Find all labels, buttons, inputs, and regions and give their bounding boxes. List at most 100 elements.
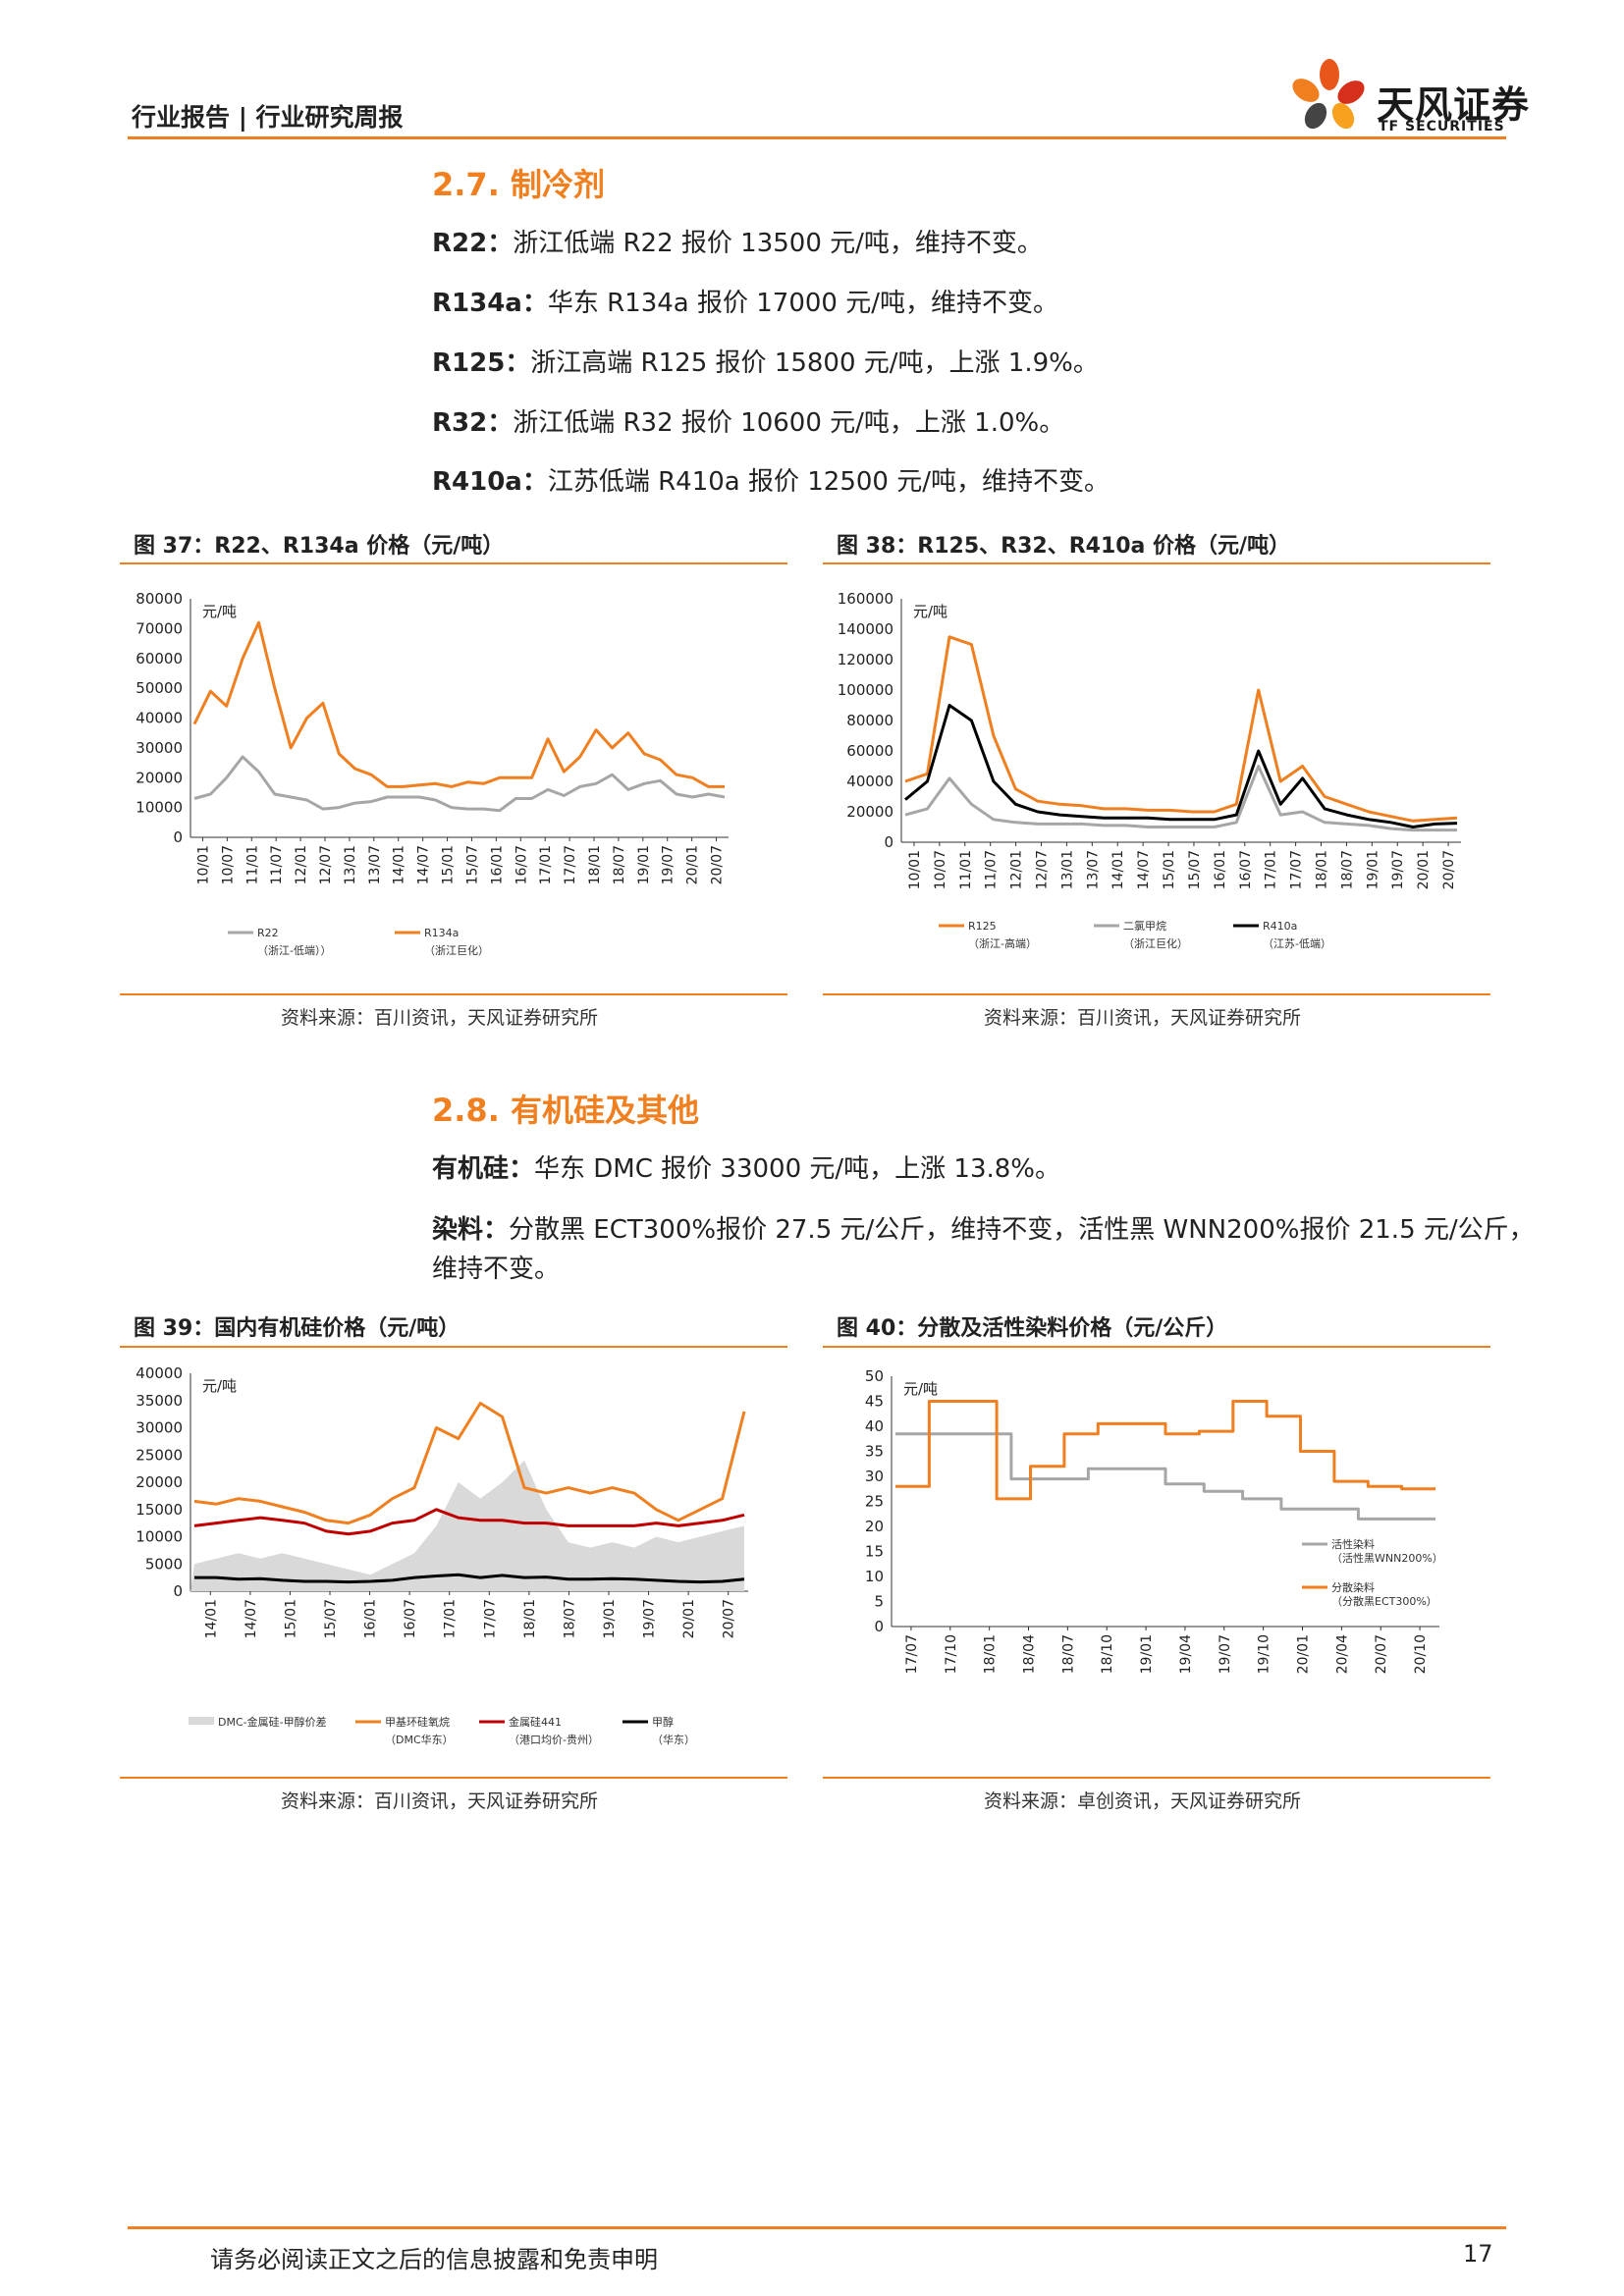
y-tick-label: 0: [874, 1618, 884, 1635]
footer-divider: [128, 2226, 1506, 2229]
x-tick-label: 10/01: [195, 845, 211, 884]
x-tick-label: 11/07: [984, 850, 1000, 889]
figure-40-rule: [823, 1346, 1490, 1348]
x-tick-label: 20/07: [710, 845, 726, 884]
legend-sublabel: （江苏-低端）: [1263, 937, 1331, 950]
x-tick-label: 13/01: [1059, 850, 1075, 889]
y-tick-label: 0: [173, 1582, 183, 1600]
series-line: [895, 1400, 1435, 1501]
y-tick-label: 20000: [135, 1473, 183, 1491]
paragraph-dyes-cont: 维持不变。: [432, 1255, 561, 1284]
legend-label: R22: [257, 927, 279, 939]
y-tick-label: 0: [884, 833, 893, 851]
x-tick-label: 19/07: [1390, 850, 1406, 889]
section-title-refrigerant: 2.7. 制冷剂: [432, 166, 605, 203]
x-tick-label: 19/01: [1365, 850, 1380, 889]
legend-label: 活性染料: [1331, 1537, 1375, 1551]
figure-40-source: 资料来源：卓创资讯，天风证券研究所: [984, 1790, 1302, 1812]
legend-swatch: [189, 1717, 214, 1725]
series-line: [193, 1402, 746, 1525]
y-tick-label: 60000: [135, 650, 183, 667]
x-tick-label: 18/01: [1315, 850, 1330, 889]
series-line: [193, 755, 726, 813]
x-tick-label: 15/01: [1162, 850, 1177, 889]
figure-39-title: 图 39：国内有机硅价格（元/吨）: [134, 1316, 460, 1341]
paragraph-silicone: 有机硅：华东 DMC 报价 33000 元/吨，上涨 13.8%。: [432, 1149, 1060, 1189]
section-title-silicone: 2.8. 有机硅及其他: [432, 1092, 699, 1129]
x-tick-label: 12/01: [1009, 850, 1025, 889]
legend-label: 甲醇: [652, 1715, 674, 1729]
series-line: [904, 704, 1458, 828]
figure-40-title: 图 40：分散及活性染料价格（元/公斤）: [837, 1316, 1228, 1341]
x-tick-label: 10/07: [933, 850, 948, 889]
x-tick-label: 15/07: [1187, 850, 1203, 889]
paragraph-r134a: R134a：华东 R134a 报价 17000 元/吨，维持不变。: [432, 284, 1058, 323]
legend-label: 二氯甲烷: [1123, 919, 1166, 933]
x-tick-label: 15/01: [283, 1599, 298, 1638]
y-tick-label: 15: [865, 1543, 884, 1561]
x-tick-label: 20/01: [681, 1599, 697, 1638]
x-tick-label: 19/07: [1218, 1634, 1233, 1674]
y-tick-label: 45: [865, 1393, 884, 1411]
y-tick-label: 25000: [135, 1446, 183, 1464]
paragraph-dyes: 染料：分散黑 ECT300%报价 27.5 元/公斤，维持不变，活性黑 WNN2…: [432, 1210, 1535, 1250]
x-tick-label: 14/01: [203, 1599, 219, 1638]
para-label: 有机硅：: [432, 1154, 535, 1184]
y-tick-label: 25: [865, 1493, 884, 1511]
x-tick-label: 19/01: [636, 845, 652, 884]
legend-label: R134a: [424, 927, 459, 939]
legend-label: 甲基环硅氧烷: [385, 1715, 450, 1729]
x-tick-label: 13/07: [1085, 850, 1101, 889]
figure-40-bottom-rule: [823, 1777, 1490, 1779]
x-tick-label: 12/01: [294, 845, 309, 884]
figure-37-source: 资料来源：百川资讯，天风证券研究所: [281, 1007, 599, 1029]
x-tick-label: 19/07: [642, 1599, 658, 1638]
para-label: 染料：: [432, 1215, 510, 1245]
x-tick-label: 20/04: [1334, 1634, 1350, 1674]
y-tick-label: 15000: [135, 1501, 183, 1519]
y-tick-label: 80000: [135, 590, 183, 608]
paragraph-r32: R32：浙江低端 R32 报价 10600 元/吨，上涨 1.0%。: [432, 403, 1064, 443]
unit-label: 元/吨: [202, 1377, 237, 1395]
y-tick-label: 10: [865, 1568, 884, 1585]
footer-disclaimer: 请务必阅读正文之后的信息披露和免责申明: [210, 2246, 658, 2273]
x-tick-label: 20/01: [1416, 850, 1432, 889]
x-tick-label: 14/07: [244, 1599, 259, 1638]
figure-39-source: 资料来源：百川资讯，天风证券研究所: [281, 1790, 599, 1812]
unit-label: 元/吨: [913, 603, 947, 620]
y-tick-label: 10000: [135, 1528, 183, 1546]
x-tick-label: 18/01: [983, 1634, 999, 1674]
figure-38-chart: 0 20000 40000 60000 80000 100000 120000 140000 1…: [838, 590, 1461, 950]
x-tick-label: 11/01: [958, 850, 974, 889]
logo-company-name: 天风证券: [1377, 83, 1531, 127]
legend-sublabel: （华东）: [652, 1733, 695, 1746]
unit-label: 元/吨: [202, 603, 237, 620]
company-logo: [1282, 55, 1377, 141]
y-tick-label: 35: [865, 1443, 884, 1461]
series-line: [192, 620, 725, 788]
x-tick-label: 17/01: [443, 1599, 459, 1638]
x-tick-label: 17/07: [482, 1599, 498, 1638]
series-line: [193, 1508, 745, 1536]
figure-38-bottom-rule: [823, 993, 1490, 995]
y-tick-label: 10000: [135, 799, 183, 817]
figure-37-chart: 0 10000 20000 30000 40000 50000 60000 70000 8000…: [135, 590, 729, 957]
header-divider: [128, 136, 1506, 139]
para-text: 浙江低端 R22 报价 13500 元/吨，维持不变。: [513, 229, 1043, 258]
x-tick-label: 14/01: [1110, 850, 1126, 889]
series-line: [904, 765, 1457, 832]
y-tick-label: 50000: [135, 679, 183, 697]
figure-38-rule: [823, 562, 1490, 564]
x-tick-label: 20/07: [722, 1599, 737, 1638]
x-tick-label: 15/07: [464, 845, 480, 884]
legend-label: 金属硅441: [509, 1715, 562, 1729]
x-tick-label: 17/01: [538, 845, 554, 884]
figure-39-chart: 0 5000 10000 15000 20000 25000 30000 35000 40000…: [135, 1364, 748, 1746]
y-tick-label: 30000: [135, 1419, 183, 1437]
x-tick-label: 18/04: [1022, 1634, 1038, 1674]
x-tick-label: 13/01: [343, 845, 358, 884]
y-tick-label: 80000: [846, 712, 893, 729]
x-tick-label: 19/01: [1139, 1634, 1155, 1674]
x-tick-label: 12/07: [1035, 850, 1051, 889]
x-tick-label: 15/01: [441, 845, 457, 884]
